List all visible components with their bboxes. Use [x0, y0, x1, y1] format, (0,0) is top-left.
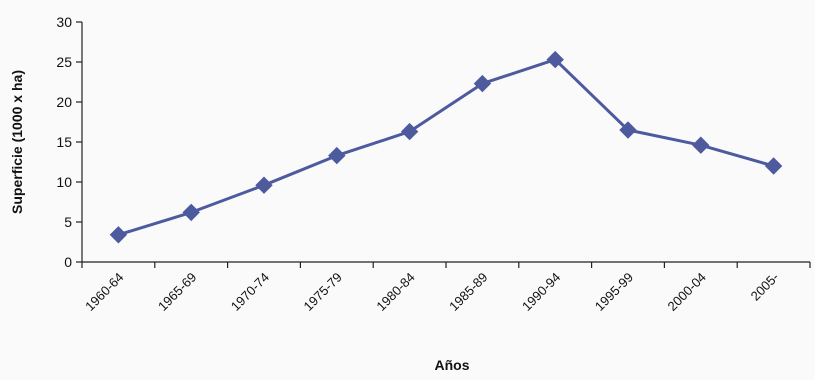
y-tick-label: 15 — [56, 134, 72, 150]
y-tick-label: 20 — [56, 94, 72, 110]
data-point-marker — [400, 122, 419, 141]
x-tick-label: 1985-89 — [446, 270, 490, 314]
y-tick-label: 25 — [56, 54, 72, 70]
x-tick-label: 2000-04 — [665, 270, 709, 314]
x-tick-label: 1980-84 — [373, 270, 417, 314]
x-tick-label: 1975-79 — [301, 270, 345, 314]
series-layer — [109, 50, 783, 244]
data-point-marker — [255, 176, 273, 194]
x-tick-label: 1960-64 — [82, 270, 126, 314]
x-axis-title: Años — [435, 357, 470, 373]
y-tick-label: 5 — [64, 214, 72, 230]
data-point-marker — [692, 136, 710, 154]
x-tick-label: 1990-94 — [519, 270, 563, 314]
x-tick-label: 1970-74 — [228, 270, 272, 314]
data-point-marker — [619, 121, 637, 139]
y-axis: 0 5 10 15 20 25 30 — [56, 14, 83, 270]
y-tick-label: 0 — [64, 254, 72, 270]
data-point-marker — [109, 226, 128, 244]
y-tick-label: 10 — [56, 174, 72, 190]
data-point-marker — [328, 146, 346, 165]
data-point-marker — [182, 203, 200, 222]
data-point-marker — [473, 74, 492, 93]
y-axis-title: Superficie (1000 x ha) — [9, 70, 25, 214]
series-line — [117, 58, 775, 237]
data-point-marker — [546, 50, 564, 69]
y-tick-label: 30 — [56, 14, 72, 30]
x-tick-label: 1995-99 — [592, 270, 636, 314]
data-point-marker — [764, 157, 783, 175]
x-axis: 1960-64 1965-69 1970-74 1975-79 1980-84 1985-… — [81, 261, 811, 314]
x-tick-label: 2005- — [748, 270, 782, 304]
x-tick-label: 1965-69 — [155, 270, 199, 314]
